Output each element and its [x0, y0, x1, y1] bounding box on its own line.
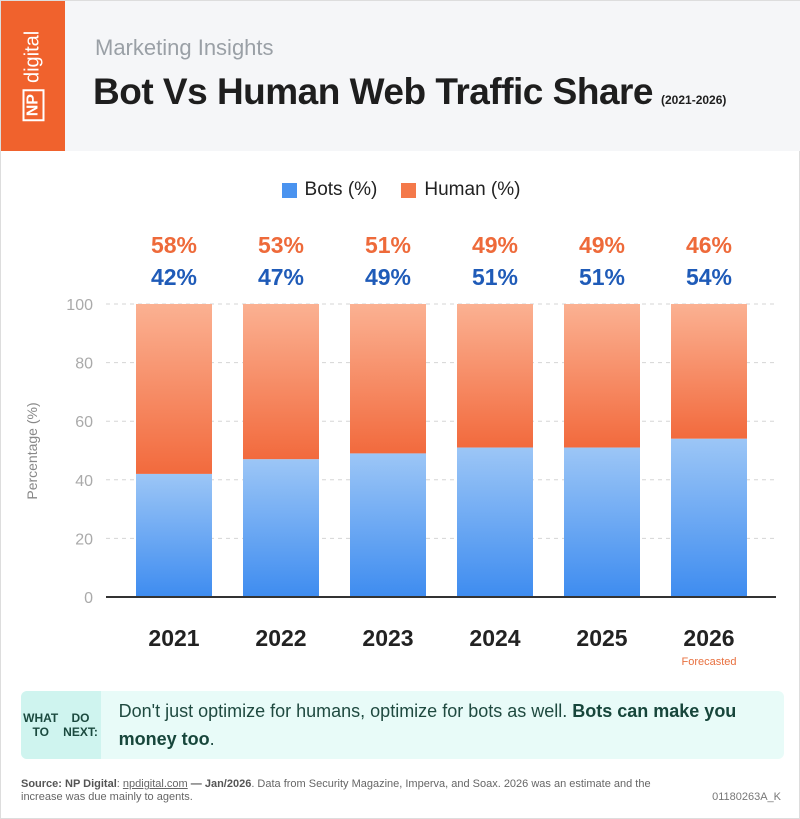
bots-data-label: 49% — [365, 264, 411, 290]
legend-human-label: Human (%) — [424, 179, 521, 200]
legend-bots: Bots (%) — [281, 179, 378, 201]
page-title: Bot Vs Human Web Traffic Share (2021-2026… — [93, 71, 726, 113]
bar-chart: Percentage (%) 0 20 40 60 80 100 58% 42% 2021 53%… — [24, 232, 776, 668]
x-tick-label: 2023 — [362, 625, 413, 651]
tip-plain: Don't just optimize for humans, optimize… — [118, 701, 573, 721]
y-tick-label: 20 — [75, 531, 93, 548]
x-tick-label: 2024 — [469, 625, 520, 651]
source-label: Source: NP Digital — [21, 778, 117, 790]
bots-data-label: 54% — [686, 264, 732, 290]
bar-bots — [457, 447, 533, 597]
tip-label-2: DO NEXT: — [63, 711, 98, 739]
x-tick-label: 2022 — [255, 625, 306, 651]
tip-bold: Bots can make you money too — [118, 701, 737, 749]
bar-bots — [564, 447, 640, 597]
source-colon: : — [116, 778, 123, 790]
header: NP digital Marketing Insights Bot Vs Huma… — [1, 1, 800, 151]
tip-end: . — [209, 729, 215, 749]
bots-data-label: 47% — [258, 264, 304, 290]
human-data-label: 49% — [472, 232, 518, 258]
tip-label-1: WHAT TO — [23, 711, 59, 739]
bar-human — [564, 304, 640, 448]
bar-bots — [243, 459, 319, 597]
bar-bots — [671, 438, 747, 597]
bots-data-label: 42% — [151, 264, 197, 290]
bar-human — [671, 304, 747, 439]
x-tick-label: 2026 — [683, 625, 734, 651]
bar-human — [350, 304, 426, 454]
tip-label: WHAT TO DO NEXT: — [21, 691, 101, 759]
forecast-annotation: Forecasted — [681, 656, 736, 668]
subtitle: Marketing Insights — [95, 35, 274, 60]
what-to-do-next-box: WHAT TO DO NEXT: Don't just optimize for … — [21, 691, 784, 759]
tip-text: Don't just optimize for humans, optimize… — [101, 697, 784, 753]
y-tick-label: 60 — [75, 414, 93, 431]
human-data-label: 53% — [258, 232, 304, 258]
source-note: Source: NP Digital: npdigital.com — Jan/… — [21, 778, 661, 804]
bar-human — [136, 304, 212, 474]
y-tick-label: 0 — [84, 590, 93, 607]
image-code: 01180263A_K — [712, 791, 781, 803]
np-digital-logo: NP digital — [1, 1, 65, 151]
bar-human — [457, 304, 533, 448]
source-link[interactable]: npdigital.com — [122, 778, 188, 790]
y-axis-label: Percentage (%) — [24, 402, 40, 499]
bar-human — [243, 304, 319, 460]
date-range: (2021-2026) — [661, 93, 727, 107]
human-data-label: 51% — [365, 232, 411, 258]
bar-bots — [350, 453, 426, 597]
bots-data-label: 51% — [579, 264, 625, 290]
source-text: . Data from Security Magazine, Imperva, … — [21, 778, 651, 803]
human-swatch — [401, 182, 417, 198]
source-date: — Jan/2026 — [187, 778, 252, 790]
legend-human: Human (%) — [401, 179, 520, 201]
x-tick-label: 2025 — [576, 625, 627, 651]
y-tick-label: 100 — [66, 297, 93, 314]
human-data-label: 58% — [151, 232, 197, 258]
bar-bots — [136, 473, 212, 597]
legend-bots-label: Bots (%) — [304, 179, 378, 200]
human-data-label: 49% — [579, 232, 625, 258]
legend: Bots (%) Human (%) — [1, 179, 800, 201]
y-tick-label: 80 — [75, 356, 93, 373]
y-tick-label: 40 — [75, 473, 93, 490]
human-data-label: 46% — [686, 232, 732, 258]
x-tick-label: 2021 — [148, 625, 199, 651]
title-text: Bot Vs Human Web Traffic Share — [93, 71, 654, 112]
bots-data-label: 51% — [472, 264, 518, 290]
bots-swatch — [281, 182, 297, 198]
